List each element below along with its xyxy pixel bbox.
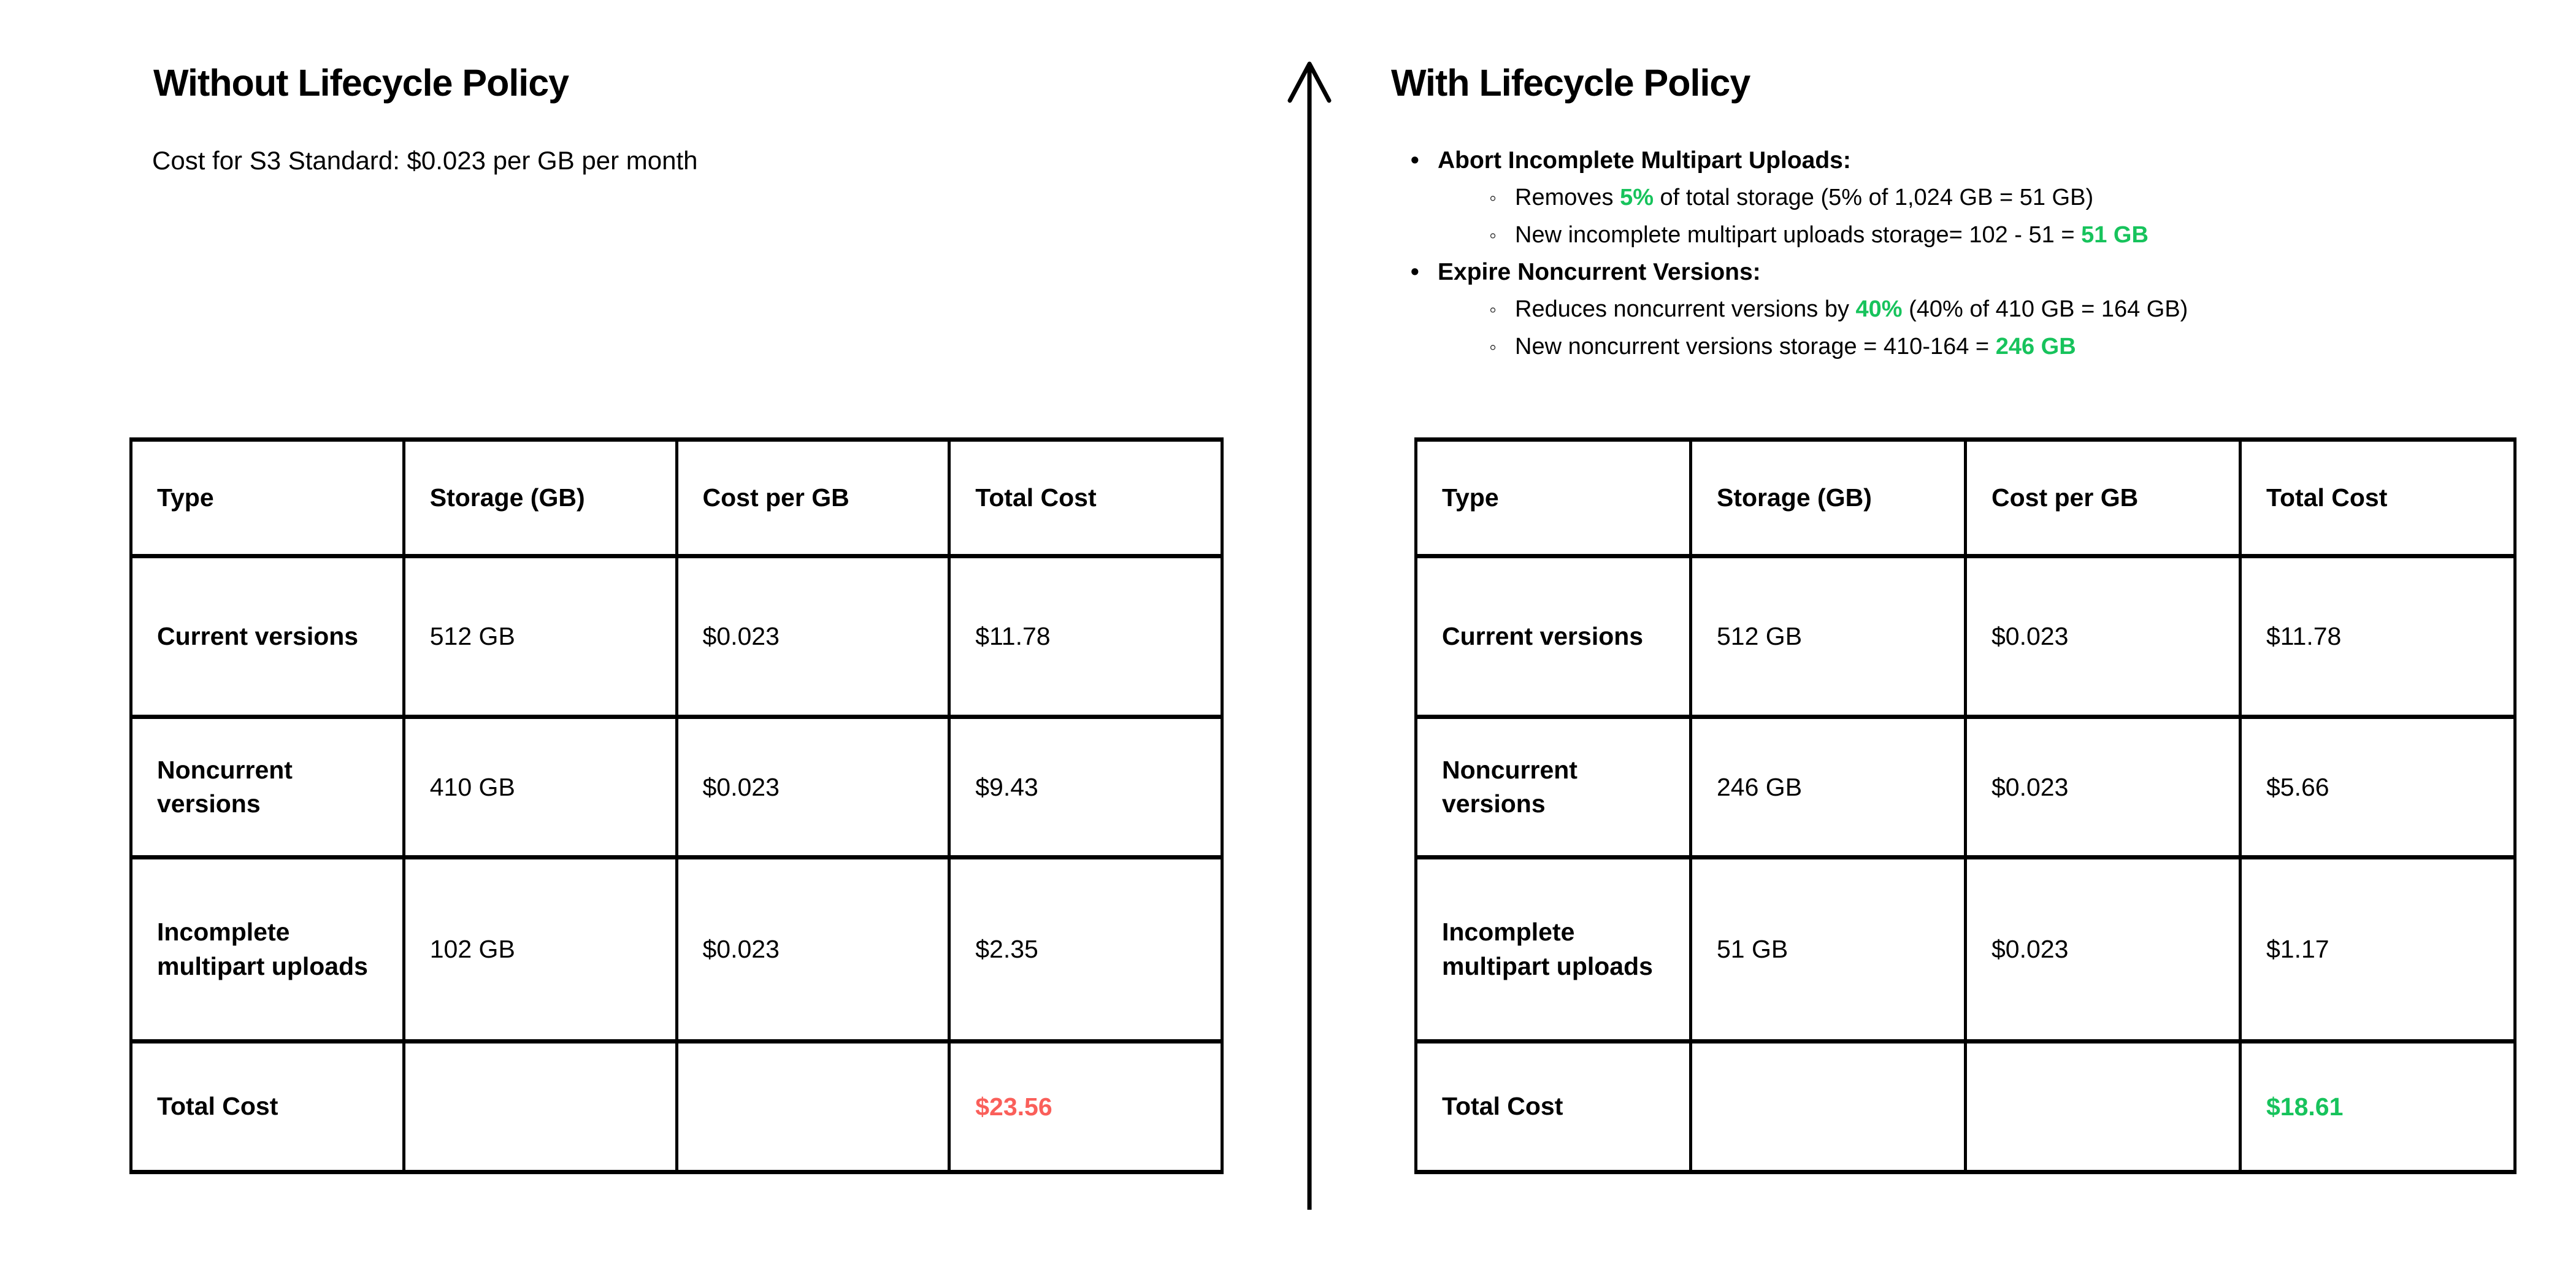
cell-total-cost: $1.17 bbox=[2239, 855, 2517, 1043]
sub-bullet-reduces-40pct: ◦ Reduces noncurrent versions by 40% (40%… bbox=[1411, 291, 2545, 328]
cell-empty bbox=[402, 1039, 678, 1174]
cell-type: Incomplete multipart uploads bbox=[1414, 855, 1692, 1043]
sub-bullet-text: New incomplete multipart uploads storage… bbox=[1515, 222, 2082, 248]
table-row-current-versions: Current versions 512 GB $0.023 $11.78 bbox=[1414, 554, 2517, 719]
table-row-total: Total Cost $18.61 bbox=[1414, 1039, 2517, 1174]
cell-storage: 102 GB bbox=[402, 855, 678, 1043]
cell-cost-per-gb: $0.023 bbox=[1964, 855, 2242, 1043]
col-header-storage: Storage (GB) bbox=[1689, 437, 1967, 558]
highlight-value: 51 GB bbox=[2081, 222, 2149, 248]
cell-cost-per-gb: $0.023 bbox=[675, 855, 951, 1043]
bullet-dot-icon: • bbox=[1411, 147, 1419, 174]
cell-type: Current versions bbox=[1414, 554, 1692, 719]
col-header-total-cost: Total Cost bbox=[2239, 437, 2517, 558]
cell-storage: 512 GB bbox=[1689, 554, 1967, 719]
cell-type: Noncurrent versions bbox=[1414, 715, 1692, 859]
col-header-cost-per-gb: Cost per GB bbox=[1964, 437, 2242, 558]
highlight-value: 246 GB bbox=[1995, 334, 2076, 359]
col-header-total-cost: Total Cost bbox=[948, 437, 1224, 558]
highlight-value: 40% bbox=[1855, 296, 1903, 322]
cell-total-cost: $9.43 bbox=[948, 715, 1224, 859]
col-header-type: Type bbox=[129, 437, 405, 558]
without-policy-table: Type Storage (GB) Cost per GB Total Cost… bbox=[129, 437, 1224, 1174]
bullet-circle-icon: ◦ bbox=[1489, 298, 1497, 321]
with-policy-table: Type Storage (GB) Cost per GB Total Cost… bbox=[1414, 437, 2517, 1174]
sub-bullet-new-multipart-storage: ◦ New incomplete multipart uploads storag… bbox=[1411, 217, 2545, 254]
col-header-type: Type bbox=[1414, 437, 1692, 558]
bullet-circle-icon: ◦ bbox=[1489, 336, 1497, 359]
cell-storage: 410 GB bbox=[402, 715, 678, 859]
bullet-expire-noncurrent: • Expire Noncurrent Versions: bbox=[1411, 254, 2545, 291]
cell-total-cost: $5.66 bbox=[2239, 715, 2517, 859]
cell-total-value: $18.61 bbox=[2239, 1039, 2517, 1174]
lifecycle-bullet-list: • Abort Incomplete Multipart Uploads: ◦ Re… bbox=[1411, 142, 2545, 366]
bullet-dot-icon: • bbox=[1411, 259, 1419, 285]
bullet-abort-multipart: • Abort Incomplete Multipart Uploads: bbox=[1411, 142, 2545, 179]
left-panel-subtitle: Cost for S3 Standard: $0.023 per GB per … bbox=[152, 146, 698, 175]
sub-bullet-removes-5pct: ◦ Removes 5% of total storage (5% of 1,02… bbox=[1411, 179, 2545, 217]
table-row-noncurrent-versions: Noncurrent versions 410 GB $0.023 $9.43 bbox=[129, 715, 1224, 859]
cell-total-cost: $2.35 bbox=[948, 855, 1224, 1043]
cell-storage: 512 GB bbox=[402, 554, 678, 719]
sub-bullet-text: New noncurrent versions storage = 410-16… bbox=[1515, 334, 1996, 359]
table-row-total: Total Cost $23.56 bbox=[129, 1039, 1224, 1174]
table-header-row: Type Storage (GB) Cost per GB Total Cost bbox=[1414, 437, 2517, 558]
cell-type: Incomplete multipart uploads bbox=[129, 855, 405, 1043]
cell-total-cost: $11.78 bbox=[2239, 554, 2517, 719]
right-panel-title: With Lifecycle Policy bbox=[1391, 62, 1750, 104]
table-row-noncurrent-versions: Noncurrent versions 246 GB $0.023 $5.66 bbox=[1414, 715, 2517, 859]
sub-bullet-text: (40% of 410 GB = 164 GB) bbox=[1902, 296, 2188, 322]
table-row-current-versions: Current versions 512 GB $0.023 $11.78 bbox=[129, 554, 1224, 719]
sub-bullet-text: Removes bbox=[1515, 185, 1620, 210]
cell-empty bbox=[1964, 1039, 2242, 1174]
cell-total-label: Total Cost bbox=[1414, 1039, 1692, 1174]
cell-total-value: $23.56 bbox=[948, 1039, 1224, 1174]
cell-type: Noncurrent versions bbox=[129, 715, 405, 859]
table-row-incomplete-multipart: Incomplete multipart uploads 102 GB $0.0… bbox=[129, 855, 1224, 1043]
cell-empty bbox=[675, 1039, 951, 1174]
sub-bullet-text: of total storage (5% of 1,024 GB = 51 GB… bbox=[1653, 185, 2094, 210]
highlight-value: 5% bbox=[1620, 185, 1654, 210]
cell-cost-per-gb: $0.023 bbox=[675, 554, 951, 719]
cell-type: Current versions bbox=[129, 554, 405, 719]
bullet-circle-icon: ◦ bbox=[1489, 186, 1497, 210]
bullet-label: Expire Noncurrent Versions: bbox=[1438, 259, 1761, 285]
col-header-storage: Storage (GB) bbox=[402, 437, 678, 558]
col-header-cost-per-gb: Cost per GB bbox=[675, 437, 951, 558]
cell-total-cost: $11.78 bbox=[948, 554, 1224, 719]
cell-cost-per-gb: $0.023 bbox=[675, 715, 951, 859]
cell-empty bbox=[1689, 1039, 1967, 1174]
sub-bullet-new-noncurrent-storage: ◦ New noncurrent versions storage = 410-1… bbox=[1411, 328, 2545, 366]
bullet-label: Abort Incomplete Multipart Uploads: bbox=[1438, 147, 1851, 174]
cell-storage: 246 GB bbox=[1689, 715, 1967, 859]
cell-cost-per-gb: $0.023 bbox=[1964, 554, 2242, 719]
table-header-row: Type Storage (GB) Cost per GB Total Cost bbox=[129, 437, 1224, 558]
cell-storage: 51 GB bbox=[1689, 855, 1967, 1043]
bullet-circle-icon: ◦ bbox=[1489, 224, 1497, 247]
table-row-incomplete-multipart: Incomplete multipart uploads 51 GB $0.02… bbox=[1414, 855, 2517, 1043]
left-panel-title: Without Lifecycle Policy bbox=[153, 62, 569, 104]
cell-cost-per-gb: $0.023 bbox=[1964, 715, 2242, 859]
sub-bullet-text: Reduces noncurrent versions by bbox=[1515, 296, 1856, 322]
cell-total-label: Total Cost bbox=[129, 1039, 405, 1174]
